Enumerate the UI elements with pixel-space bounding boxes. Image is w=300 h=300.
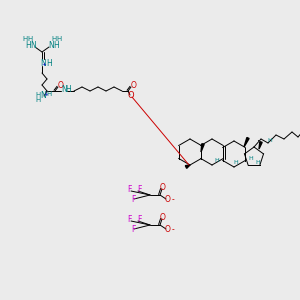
Text: +: +	[44, 92, 48, 98]
Text: O: O	[165, 196, 171, 205]
Text: O: O	[131, 80, 137, 89]
Text: N: N	[30, 40, 36, 50]
Text: O: O	[128, 92, 134, 100]
Text: F: F	[131, 196, 135, 205]
Text: H: H	[268, 139, 272, 143]
Text: H: H	[46, 58, 52, 68]
Text: H: H	[56, 36, 61, 42]
Text: N: N	[40, 58, 46, 68]
Text: F: F	[127, 215, 131, 224]
Text: F: F	[137, 185, 141, 194]
Polygon shape	[244, 137, 249, 147]
Text: H: H	[256, 160, 260, 164]
Polygon shape	[185, 165, 190, 168]
Text: H: H	[27, 36, 33, 42]
Text: H: H	[249, 157, 254, 161]
Text: H: H	[35, 97, 40, 103]
Polygon shape	[259, 142, 262, 149]
Text: H: H	[35, 92, 40, 98]
Text: F: F	[137, 215, 141, 224]
Text: O: O	[160, 212, 166, 221]
Text: H: H	[22, 36, 28, 42]
Text: O: O	[58, 80, 64, 89]
Text: F: F	[131, 226, 135, 235]
Text: H: H	[46, 91, 52, 97]
Text: H: H	[65, 85, 71, 94]
Text: -: -	[172, 196, 174, 205]
Text: H: H	[53, 40, 59, 50]
Polygon shape	[201, 144, 204, 152]
Text: O: O	[160, 182, 166, 191]
Text: N: N	[61, 85, 67, 94]
Text: N: N	[40, 91, 46, 100]
Text: N: N	[48, 40, 54, 50]
Text: H: H	[51, 36, 57, 42]
Text: H: H	[25, 40, 31, 50]
Text: F: F	[127, 185, 131, 194]
Text: +: +	[42, 61, 46, 67]
Text: H: H	[234, 160, 239, 164]
Text: -: -	[172, 226, 174, 235]
Text: O: O	[165, 226, 171, 235]
Text: ·: ·	[256, 136, 260, 146]
Text: H: H	[214, 158, 219, 163]
